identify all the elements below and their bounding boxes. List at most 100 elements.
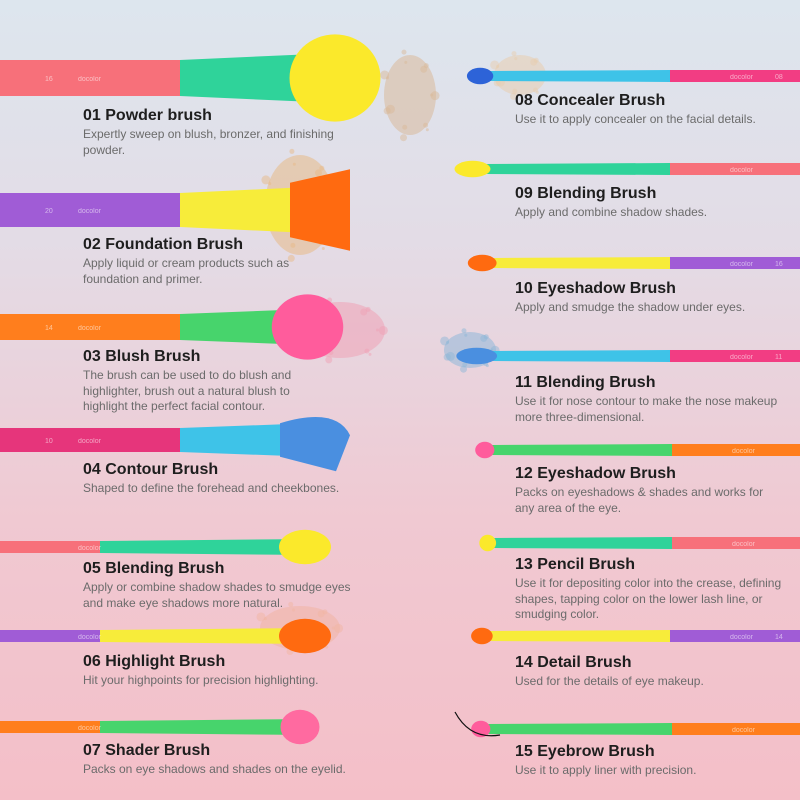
powder-speck [464, 333, 468, 337]
brand-mark: docolor [730, 634, 754, 641]
powder-speck [292, 608, 296, 612]
powder-swatch [380, 49, 440, 142]
powder-speck [321, 246, 325, 250]
brush-caption-08: 08 Concealer Brush Use it to apply conce… [515, 91, 800, 128]
brush-bristles [467, 254, 497, 272]
brush-title: 03 Blush Brush [83, 348, 201, 365]
brush-05: docolor [0, 529, 331, 565]
powder-speck [533, 57, 539, 63]
powder-speck [325, 356, 333, 364]
brush-bristles [454, 160, 491, 178]
brush-caption-09: 09 Blending Brush Apply and combine shad… [515, 184, 795, 221]
brush-bristles [279, 529, 331, 565]
brand-mark: docolor [730, 261, 754, 268]
brush-bristles [475, 441, 495, 459]
brush-description: Hit your highpoints for precision highli… [83, 673, 319, 687]
powder-speck [375, 328, 379, 332]
brush-09: docolor [454, 160, 800, 178]
brush-handle [0, 193, 180, 227]
powder-speck [483, 334, 489, 340]
brand-mark: docolor [730, 74, 754, 81]
brush-handle [670, 163, 800, 175]
powder-speck [365, 306, 371, 312]
handle-number: 14 [775, 634, 783, 641]
powder-speck [425, 128, 429, 132]
brush-title: 05 Blending Brush [83, 560, 225, 577]
brush-description: Expertly sweep on blush, bronzer, and fi… [83, 127, 334, 157]
powder-speck [511, 51, 517, 57]
brush-description: Apply and combine shadow shades. [515, 205, 708, 219]
brush-caption-06: 06 Highlight Brush Hit your highpoints f… [83, 652, 373, 689]
handle-number: 20 [45, 208, 53, 215]
powder-speck [493, 79, 501, 87]
brush-ferrule [494, 537, 672, 549]
handle-number: 16 [775, 261, 783, 268]
powder-speck [514, 57, 518, 61]
brush-description: The brush can be used to do blush and hi… [83, 368, 292, 413]
powder-speck [423, 122, 429, 128]
brush-caption-01: 01 Powder brush Expertly sweep on blush,… [83, 106, 343, 158]
brush-title: 10 Eyeshadow Brush [515, 280, 676, 297]
brush-description: Apply or combine shadow shades to smudge… [83, 580, 351, 610]
powder-speck [400, 134, 408, 142]
brush-bristles [290, 169, 350, 251]
brush-ferrule [490, 630, 670, 642]
powder-speck [404, 60, 408, 64]
brand-mark: docolor [78, 634, 102, 641]
brush-caption-05: 05 Blending Brush Apply or combine shado… [83, 559, 353, 611]
powder-speck [485, 364, 489, 368]
brand-mark: docolor [78, 725, 102, 732]
brush-bristles [271, 294, 344, 360]
brush-ferrule [493, 257, 670, 269]
brush-15: docolor [471, 720, 800, 738]
brush-caption-02: 02 Foundation Brush Apply liquid or crea… [83, 235, 293, 287]
brush-bristles [466, 67, 494, 85]
powder-speck [289, 148, 295, 154]
brush-ferrule [180, 310, 280, 344]
brush-ferrule [100, 539, 285, 555]
powder-speck [401, 49, 407, 55]
brush-ferrule [100, 719, 285, 735]
powder-speck [430, 91, 440, 101]
brush-caption-15: 15 Eyebrow Brush Use it to apply liner w… [515, 742, 795, 779]
powder-speck [319, 165, 325, 171]
powder-speck [490, 60, 500, 70]
brush-title: 15 Eyebrow Brush [515, 743, 655, 760]
handle-number: 11 [775, 354, 782, 361]
powder-speck [288, 601, 294, 607]
powder-speck [334, 623, 344, 633]
powder-speck [290, 242, 296, 248]
brush-handle [670, 70, 800, 82]
brush-02: docolor 20 [0, 169, 350, 251]
powder-speck [292, 162, 296, 166]
powder-speck [314, 169, 322, 177]
brush-caption-13: 13 Pencil Brush Use it for depositing co… [515, 555, 790, 623]
powder-speck [423, 63, 429, 69]
brush-title: 11 Blending Brush [515, 374, 656, 391]
brush-handle [670, 350, 800, 362]
powder-speck [256, 612, 266, 622]
brush-description: Apply liquid or cream products such as f… [83, 256, 290, 286]
brush-bristles [279, 618, 331, 654]
powder-speck [322, 609, 328, 615]
powder-speck [331, 626, 335, 630]
powder-speck [261, 175, 271, 185]
brush-ferrule [492, 350, 670, 362]
brand-mark: docolor [732, 448, 756, 455]
powder-speck [402, 124, 408, 130]
brush-caption-14: 14 Detail Brush Used for the details of … [515, 653, 795, 690]
brush-bristles [280, 417, 350, 472]
brush-title: 09 Blending Brush [515, 185, 657, 202]
brush-bristles [289, 34, 381, 122]
brush-description: Packs on eyeshadows & shades and works f… [515, 485, 764, 515]
powder-speck [325, 645, 329, 649]
powder-speck [460, 365, 468, 373]
brush-caption-12: 12 Eyeshadow Brush Packs on eyeshadows &… [515, 464, 785, 516]
liner-stroke [454, 711, 501, 737]
brush-bristles [479, 534, 497, 552]
brush-10: docolor 16 [467, 254, 800, 272]
powder-speck [360, 308, 368, 316]
powder-speck [443, 353, 451, 361]
brush-description: Used for the details of eye makeup. [515, 674, 704, 688]
